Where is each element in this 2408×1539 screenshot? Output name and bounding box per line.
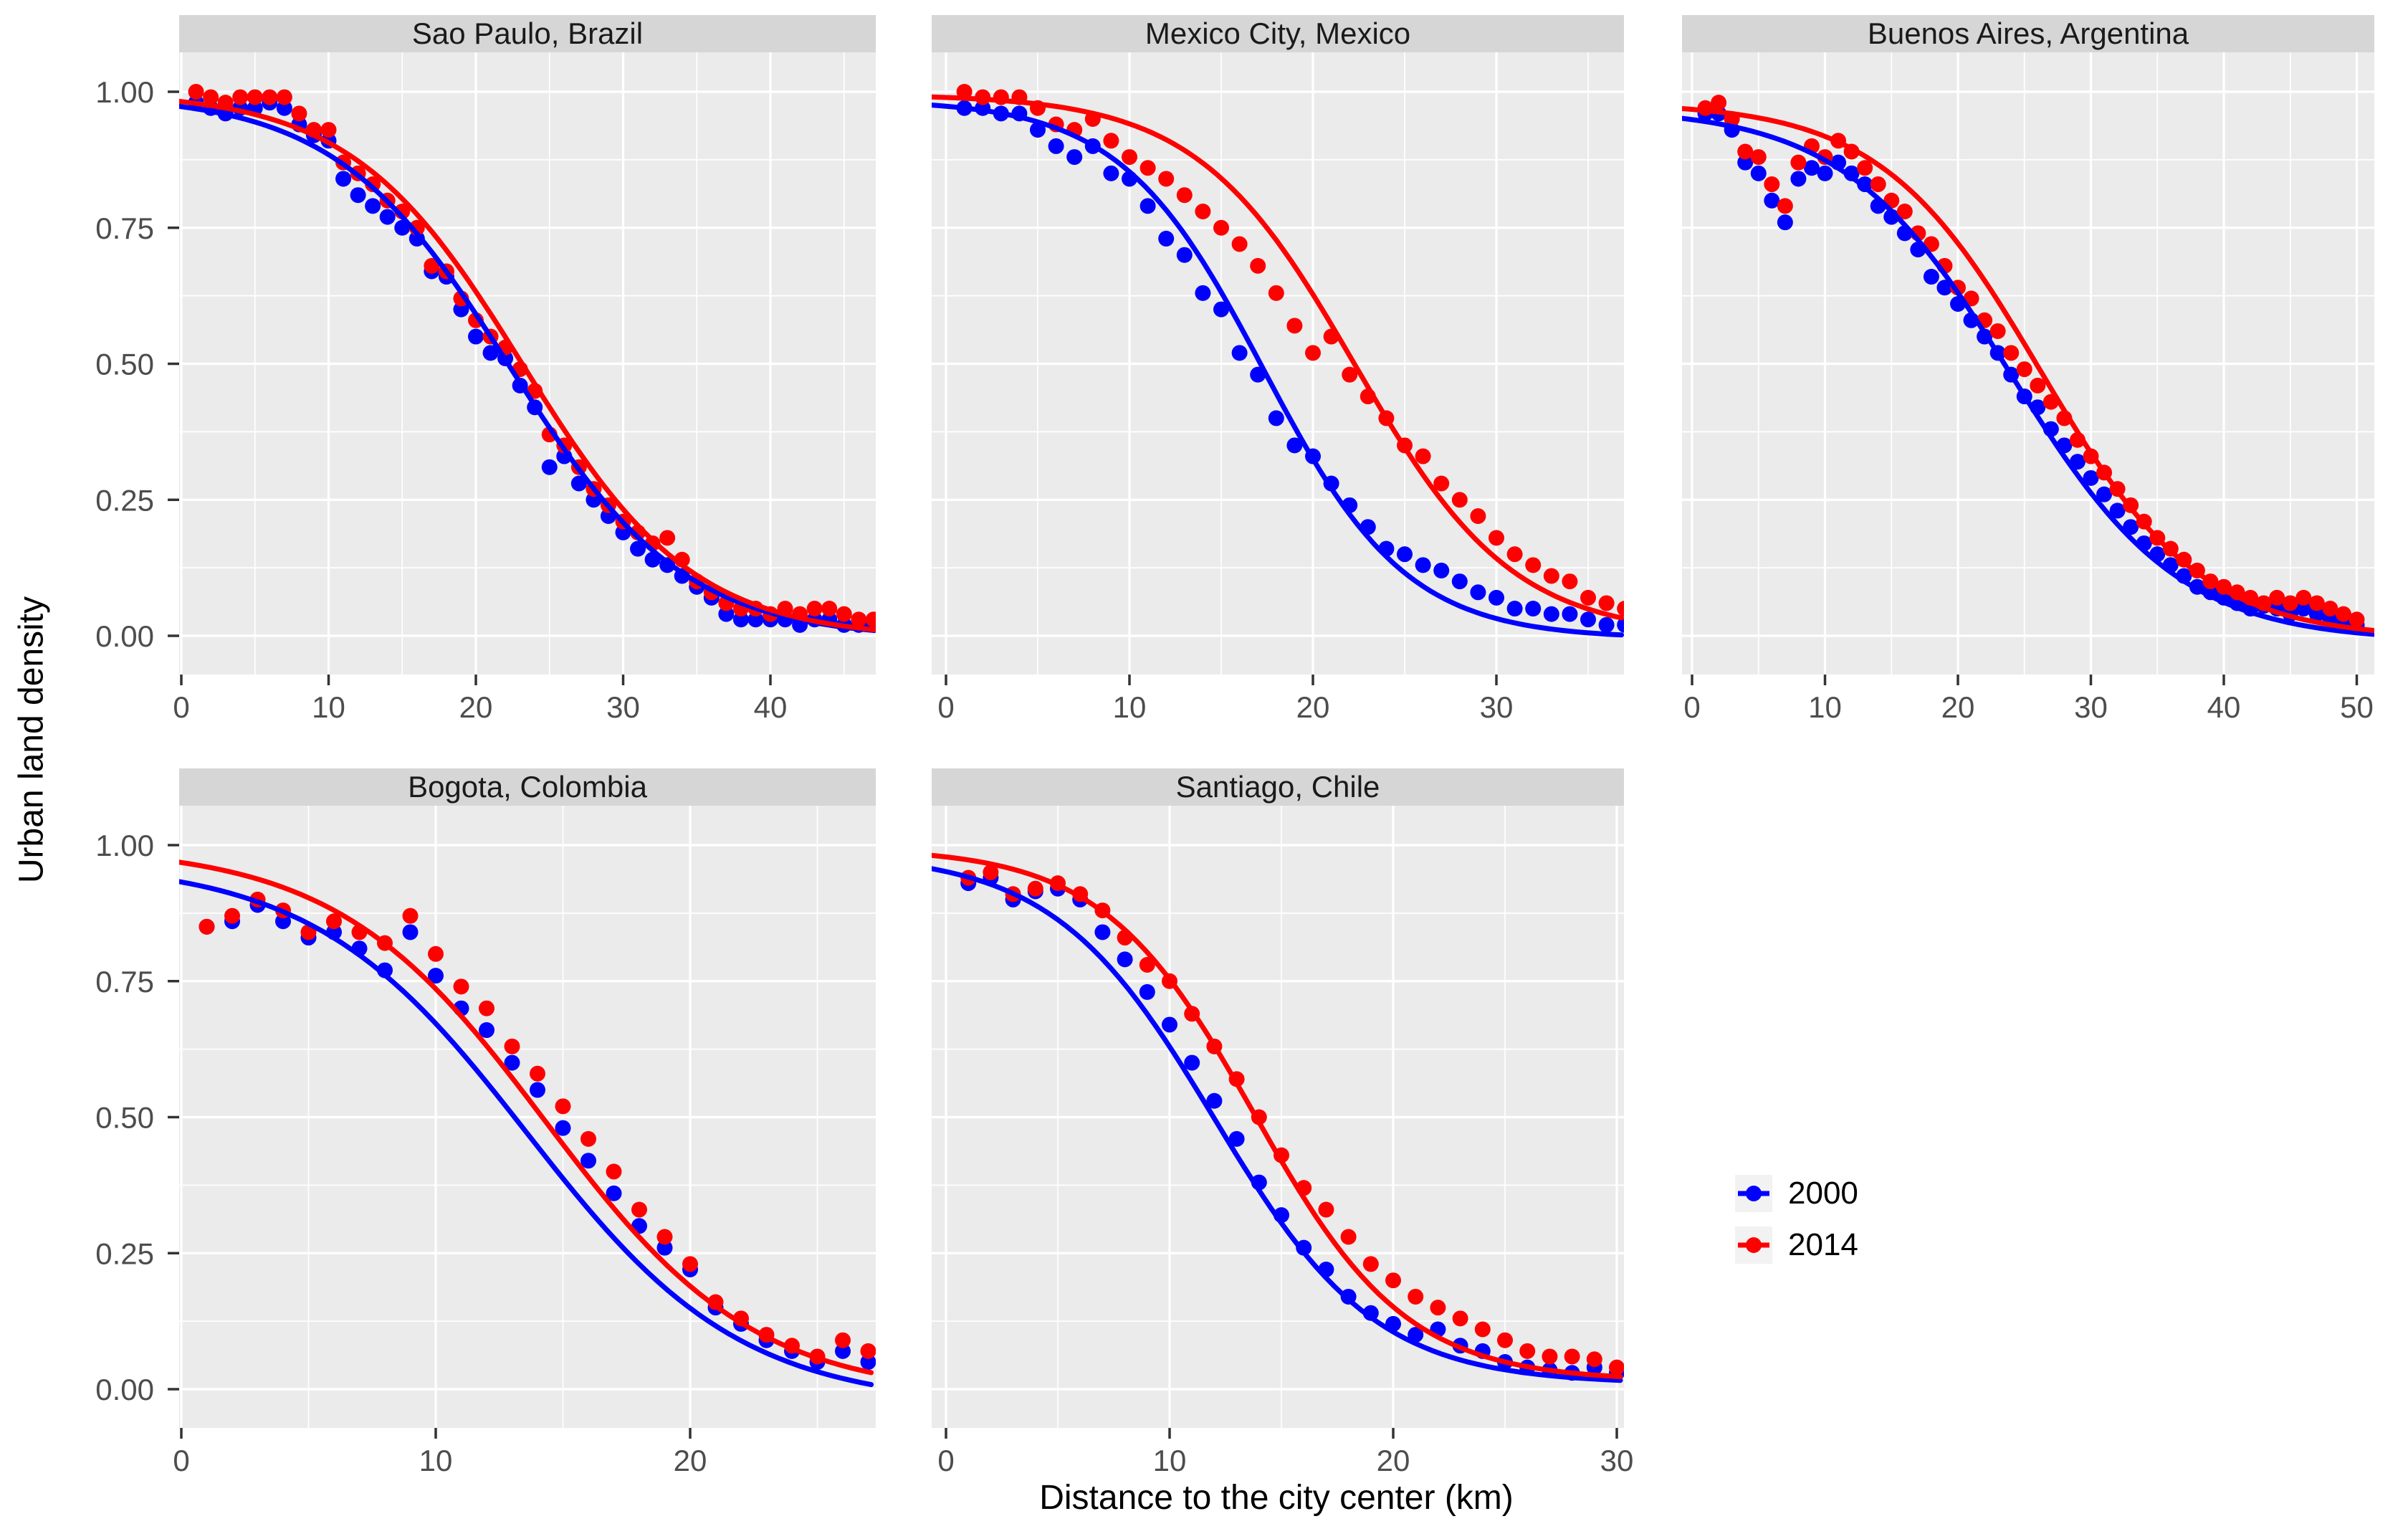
y-tick-label: 0.00 — [95, 619, 154, 653]
y-tick-label: 0.50 — [95, 348, 154, 381]
x-tick-label: 0 — [1683, 690, 1700, 724]
smooth-curve-2000 — [1682, 115, 2374, 637]
x-tick-label: 20 — [674, 1444, 707, 1477]
y-tick-label: 0.50 — [95, 1101, 154, 1135]
legend-item-2014: 2014 — [1735, 1223, 1858, 1267]
x-tick-label: 30 — [1600, 1444, 1634, 1477]
x-tick-label: 20 — [459, 690, 493, 724]
points-2014 — [199, 891, 876, 1365]
smooth-curve-2000 — [932, 103, 1624, 638]
y-tick-label: 0.00 — [95, 1373, 154, 1406]
y-tick-label: 0.25 — [95, 1237, 154, 1270]
legend: 2000 2014 — [1735, 1171, 1858, 1267]
x-tick-label: 50 — [2340, 690, 2374, 724]
x-tick-label: 20 — [1377, 1444, 1410, 1477]
facet-strip-santiago: Santiago, Chile — [932, 768, 1624, 806]
smooth-curve-2014 — [179, 859, 874, 1376]
x-tick-label: 30 — [1480, 690, 1514, 724]
x-tick-label: 0 — [173, 690, 189, 724]
legend-label-2000: 2000 — [1788, 1176, 1858, 1211]
legend-key-2014 — [1735, 1226, 1772, 1264]
y-tick-label: 1.00 — [95, 829, 154, 862]
x-tick-label: 40 — [2207, 690, 2241, 724]
smooth-curve-2014 — [179, 98, 876, 632]
x-tick-label: 0 — [937, 1444, 954, 1477]
x-tick-label: 10 — [419, 1444, 453, 1477]
facet-strip-buenos-aires: Buenos Aires, Argentina — [1682, 15, 2374, 52]
y-axis-title: Urban land density — [12, 596, 51, 884]
smooth-curve-2000 — [179, 879, 874, 1388]
facet-panel: 0 10 20 30 40 — [173, 52, 876, 724]
x-tick-label: 10 — [1113, 690, 1147, 724]
points-2014 — [1697, 95, 2365, 628]
smooth-curve-2000 — [179, 103, 876, 633]
x-tick-label: 0 — [937, 690, 954, 724]
x-tick-label: 10 — [312, 690, 345, 724]
facet-panel: 0 10 20 — [173, 806, 876, 1477]
facet-strip-bogota: Bogota, Colombia — [179, 768, 876, 806]
legend-key-2000 — [1735, 1175, 1772, 1212]
facet-strip-mexico-city: Mexico City, Mexico — [932, 15, 1624, 52]
x-tick-label: 30 — [606, 690, 640, 724]
facet-panel: 0 10 20 30 — [932, 52, 1624, 724]
legend-glyph-2014-point-line-icon — [1738, 1237, 1769, 1253]
smooth-curve-2014 — [1682, 106, 2374, 633]
x-tick-label: 30 — [2074, 690, 2108, 724]
x-tick-label: 20 — [1941, 690, 1975, 724]
legend-glyph-2000-point-line-icon — [1738, 1186, 1769, 1201]
x-tick-label: 20 — [1296, 690, 1330, 724]
smooth-curve-2000 — [932, 866, 1623, 1383]
legend-item-2000: 2000 — [1735, 1171, 1858, 1216]
points-2000 — [956, 100, 1624, 633]
y-tick-label: 0.75 — [95, 211, 154, 245]
x-tick-label: 10 — [1808, 690, 1842, 724]
x-tick-label: 0 — [173, 1444, 189, 1477]
facet-panel: 0 10 20 30 — [932, 806, 1633, 1477]
facet-panel: 0 10 20 30 40 50 — [1682, 52, 2374, 724]
y-tick-label: 0.25 — [95, 483, 154, 517]
x-tick-label: 10 — [1153, 1444, 1187, 1477]
x-axis-title: Distance to the city center (km) — [1039, 1479, 1514, 1517]
x-tick-label: 40 — [754, 690, 788, 724]
smooth-curve-2014 — [932, 94, 1624, 621]
y-tick-label: 0.75 — [95, 965, 154, 999]
y-tick-label: 1.00 — [95, 75, 154, 109]
legend-label-2014: 2014 — [1788, 1227, 1858, 1262]
smooth-curve-2014 — [932, 852, 1623, 1380]
facet-strip-sao-paulo: Sao Paulo, Brazil — [179, 15, 876, 52]
